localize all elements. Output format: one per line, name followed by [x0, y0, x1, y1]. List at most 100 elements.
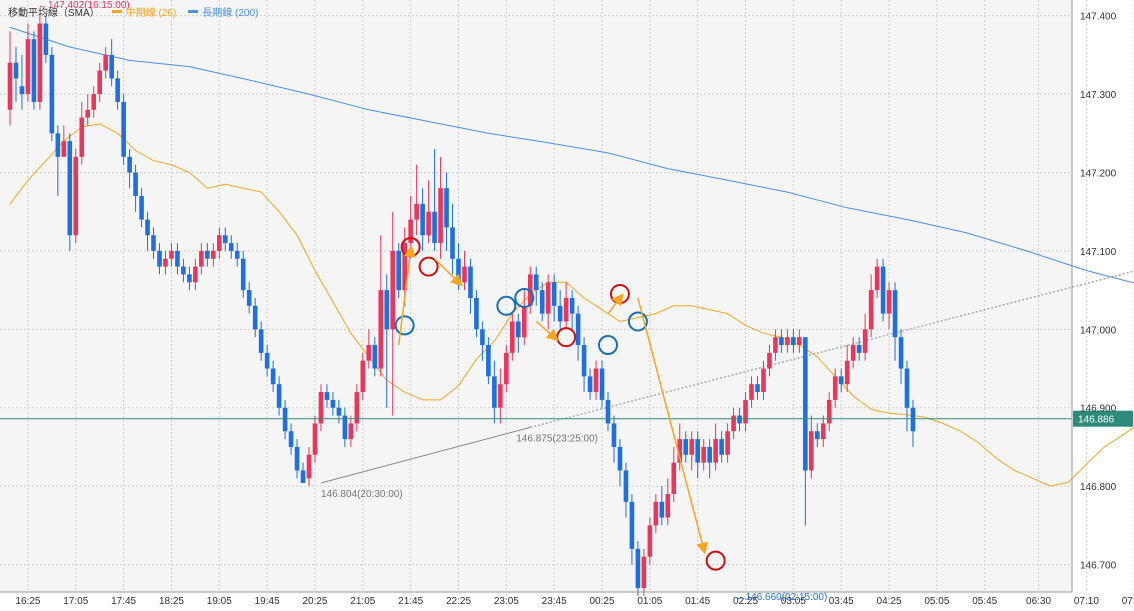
candle-body	[910, 407, 916, 432]
candle-body	[282, 407, 288, 432]
x-tick-label: 05:05	[924, 596, 949, 606]
candle-body	[474, 297, 479, 330]
candle	[773, 329, 778, 361]
candle-body	[737, 415, 742, 424]
candle	[695, 431, 700, 479]
candle	[121, 94, 126, 165]
candle-body	[13, 62, 19, 79]
candle-body	[599, 368, 605, 400]
candle-body	[109, 54, 114, 79]
x-tick-label: 21:05	[350, 596, 375, 606]
candle-body	[779, 337, 784, 346]
candle	[569, 290, 575, 330]
candle-body	[707, 446, 712, 463]
candle-body	[773, 337, 778, 353]
candle	[886, 282, 892, 330]
candle	[623, 462, 629, 518]
candle-body	[904, 368, 910, 408]
candle	[468, 258, 473, 314]
candle	[294, 439, 300, 479]
candle	[438, 156, 443, 259]
candle	[228, 235, 234, 259]
candle	[892, 282, 898, 361]
candle-body	[635, 548, 641, 589]
candle	[61, 125, 67, 157]
candle-body	[270, 368, 276, 385]
x-tick-label: 01:05	[637, 596, 662, 606]
candle-body	[205, 250, 210, 259]
price-annotation: ←147.402(16:15:00)	[38, 0, 130, 11]
x-tick-label: 05:45	[972, 596, 997, 606]
candle-body	[551, 282, 557, 306]
y-tick-label: 146.900	[1080, 404, 1117, 415]
candle	[492, 360, 497, 424]
candle-body	[617, 446, 623, 471]
candle-body	[797, 337, 802, 346]
candle-body	[306, 454, 312, 479]
candle-body	[157, 250, 162, 267]
candle-body	[874, 266, 880, 291]
trend-arrow	[637, 297, 708, 555]
candle	[252, 297, 258, 338]
candle-body	[258, 329, 264, 353]
candle-body	[462, 266, 467, 283]
candle	[19, 54, 25, 110]
candle-body	[575, 313, 581, 346]
candle-body	[390, 250, 396, 330]
candle	[504, 345, 509, 393]
candle-body	[569, 297, 575, 314]
candle	[838, 368, 844, 393]
candle	[653, 493, 659, 534]
candle-body	[85, 109, 91, 118]
candle	[49, 47, 55, 142]
candle-body	[641, 556, 647, 589]
candle	[659, 486, 665, 526]
candle	[151, 227, 156, 259]
candle	[234, 243, 240, 267]
candle	[462, 250, 467, 291]
candle	[181, 258, 186, 283]
candle-body	[264, 352, 270, 369]
candle-body	[725, 431, 730, 455]
candle-body	[97, 70, 102, 95]
candle-body	[366, 345, 372, 361]
y-tick-label: 147.300	[1080, 90, 1117, 101]
candle-body	[7, 62, 13, 110]
candle-body	[67, 141, 73, 236]
candle-body	[312, 423, 318, 455]
candle-body	[121, 101, 126, 157]
candle-body	[420, 203, 425, 236]
candle	[450, 203, 455, 275]
trendline-solid	[320, 426, 531, 484]
candle-body	[510, 321, 515, 353]
x-tick-label: 18:25	[159, 596, 184, 606]
candle-body	[19, 86, 25, 95]
candle	[820, 415, 826, 447]
candle-body	[521, 305, 527, 338]
candle-body	[731, 415, 736, 432]
candle-body	[163, 258, 168, 267]
legend-item-long: 長期線 (200)	[188, 4, 258, 19]
candle	[193, 258, 198, 291]
candle	[856, 337, 862, 361]
candle	[862, 313, 868, 361]
candle-body	[133, 172, 138, 197]
candle-body	[820, 423, 826, 440]
candle-body	[438, 188, 443, 244]
candle-body	[767, 352, 772, 369]
candle	[396, 243, 401, 298]
y-tick-label: 147.400	[1080, 12, 1117, 23]
candle-body	[486, 345, 491, 377]
candle-body	[743, 399, 748, 424]
candle	[767, 345, 772, 377]
candle-body	[856, 345, 862, 353]
x-tick-label: 17:45	[111, 596, 136, 606]
candle	[276, 376, 282, 416]
candle-body	[175, 250, 180, 267]
candle-body	[761, 368, 766, 393]
price-annotation: 146.875(23:25:00)	[516, 433, 598, 444]
legend-long-label: 長期線 (200)	[202, 8, 259, 19]
x-tick-label: 00:25	[590, 596, 615, 606]
candle	[67, 133, 73, 251]
y-tick-label: 146.700	[1080, 561, 1117, 572]
